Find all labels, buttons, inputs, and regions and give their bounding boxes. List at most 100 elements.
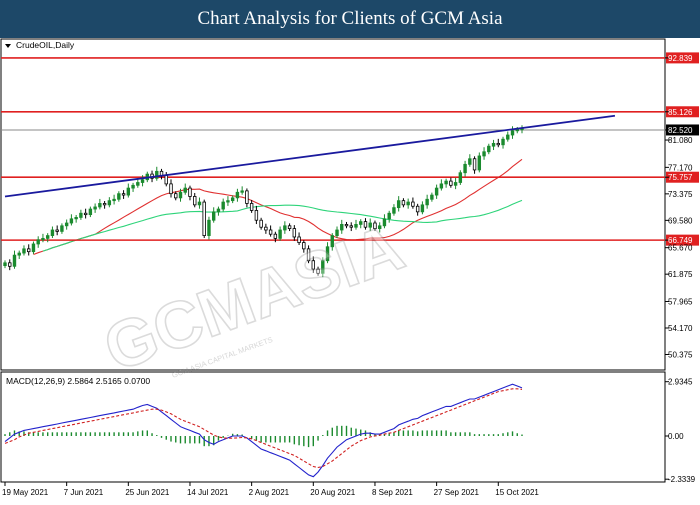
candle [330, 233, 334, 251]
candle-body [131, 184, 135, 189]
candle-body [382, 218, 387, 227]
candle [297, 232, 301, 246]
macd-tick-label: 2.9345 [668, 378, 693, 387]
ma-fast-line [33, 158, 523, 256]
candle-body [230, 197, 235, 202]
price-tick-label: 92.839 [668, 54, 693, 63]
candle [496, 138, 500, 148]
candle-body [278, 229, 282, 239]
candle-body [264, 226, 268, 231]
candle-body [254, 210, 259, 221]
candle [12, 250, 17, 269]
candle-body [126, 187, 131, 196]
macd-plot-area [0, 371, 666, 483]
candle [98, 198, 102, 210]
candle-body [344, 224, 349, 227]
candle [216, 206, 221, 216]
candle [50, 226, 55, 239]
time-tick-label: 8 Sep 2021 [372, 488, 413, 497]
candle [193, 192, 197, 208]
candle [74, 214, 78, 223]
candle [235, 188, 240, 202]
candle [439, 179, 444, 191]
candle [378, 222, 382, 233]
time-tick-label: 7 Jun 2021 [64, 488, 104, 497]
candle-body [60, 225, 64, 232]
price-tick-label: 73.375 [668, 190, 693, 199]
candle [501, 136, 505, 149]
time-tick-label: 27 Sep 2021 [434, 488, 480, 497]
candle-body [69, 218, 74, 224]
candle [477, 152, 482, 173]
page-title: Chart Analysis for Clients of GCM Asia [0, 0, 700, 38]
candle-body [449, 180, 453, 186]
candle-body [439, 183, 444, 189]
macd-tick-label: 0.00 [668, 432, 684, 441]
candle-body [107, 200, 112, 206]
level-tag-resistance-high [666, 52, 699, 64]
candle-body [27, 248, 31, 253]
candle-body [202, 201, 206, 236]
candle-body [31, 243, 36, 253]
candle-body [472, 158, 477, 171]
candle-body [378, 225, 382, 230]
candle [306, 245, 311, 264]
ma-slow-line [42, 199, 523, 252]
candle-body [183, 187, 187, 193]
candles [3, 125, 524, 278]
candle-body [211, 211, 216, 221]
price-tick-label: 61.875 [668, 270, 693, 279]
candle [131, 182, 135, 192]
candle-body [240, 190, 244, 193]
candle [406, 198, 410, 209]
macd-label: MACD(12,26,9) 2.5864 2.5165 0.0700 [6, 376, 150, 386]
level-tag-support-low [666, 234, 699, 246]
main-plot-area [0, 38, 666, 371]
candle [31, 241, 36, 255]
price-tick-label: 54.170 [668, 324, 693, 333]
candle [430, 192, 434, 202]
candle [411, 197, 415, 209]
candle [453, 177, 458, 190]
candle-body [430, 194, 434, 200]
symbol-dropdown-icon[interactable] [5, 44, 11, 48]
candle-body [216, 208, 221, 213]
candle-body [178, 191, 183, 199]
price-tick-label: 65.670 [668, 244, 693, 253]
candle-body [321, 260, 325, 274]
candle [79, 209, 83, 220]
price-tick-label: 75.757 [668, 173, 693, 182]
candle-body [325, 246, 330, 262]
candle [8, 259, 12, 271]
candle-body [287, 225, 292, 230]
candle-body [169, 183, 173, 195]
candle [83, 208, 88, 219]
candle [321, 257, 325, 278]
candle-body [463, 163, 467, 174]
candle-body [510, 130, 515, 136]
candle-body [406, 201, 410, 206]
candle-body [140, 179, 145, 183]
level-tag-support [666, 171, 699, 183]
candle-body [121, 193, 126, 196]
time-tick-label: 15 Oct 2021 [495, 488, 539, 497]
candle [178, 188, 183, 202]
trendline-group [4, 114, 616, 198]
candle-body [373, 222, 377, 230]
candle [93, 203, 97, 213]
candle [221, 198, 225, 212]
candle-body [41, 237, 45, 241]
macd-tick-label: -2.3339 [668, 475, 696, 484]
price-tick-label: 85.126 [668, 108, 693, 117]
price-tick-label: 77.170 [668, 163, 693, 172]
time-tick-label: 2 Aug 2021 [249, 488, 290, 497]
candle [197, 197, 202, 209]
trendline [4, 114, 616, 198]
candle [211, 207, 216, 223]
candle-body [349, 225, 353, 228]
candle [401, 198, 406, 208]
candle-body [259, 219, 263, 228]
level-tag-resistance [666, 106, 699, 118]
candle [302, 240, 306, 253]
candle [325, 242, 330, 264]
